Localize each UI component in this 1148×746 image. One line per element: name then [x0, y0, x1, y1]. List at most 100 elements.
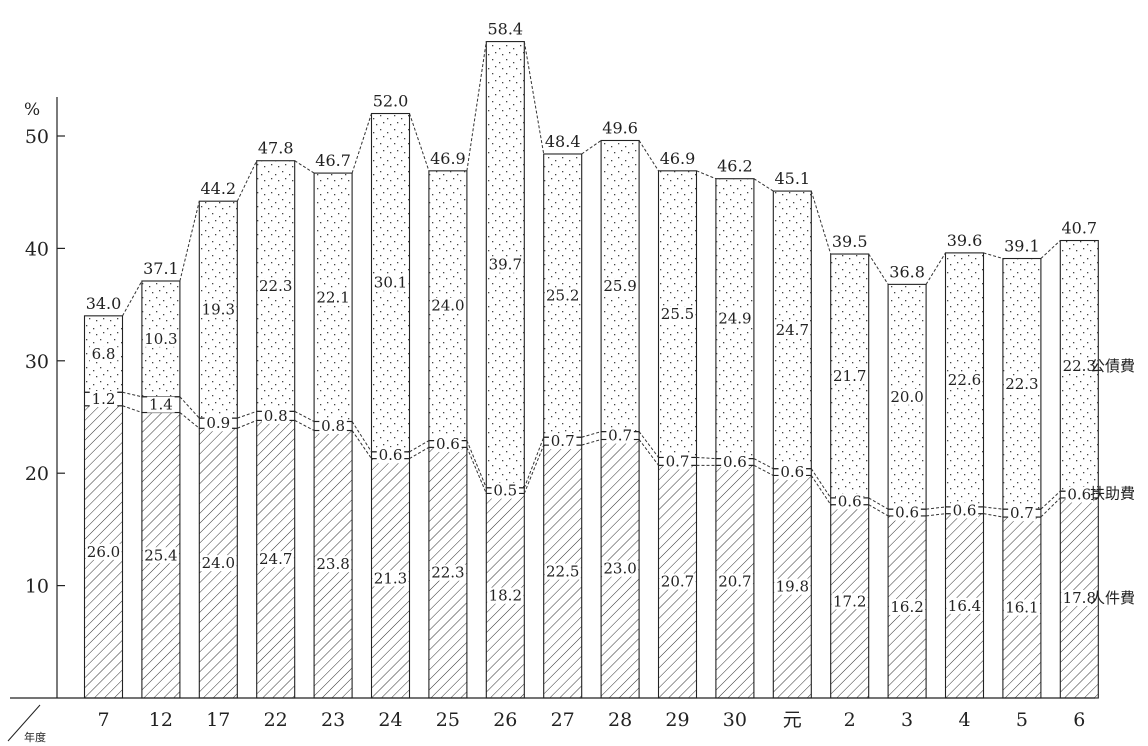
- segment-label-bg: [142, 330, 179, 347]
- segment-label-bg: [774, 578, 811, 595]
- y-tick-label: 10: [25, 576, 49, 598]
- connector-line: [179, 396, 200, 419]
- connector-line: [179, 201, 200, 282]
- connector-line: [753, 464, 774, 476]
- segment-label: 24.0: [431, 297, 464, 315]
- total-label: 47.8: [258, 139, 294, 158]
- connector-line: [868, 497, 889, 510]
- total-label: 36.8: [889, 262, 925, 281]
- segment-label: 16.4: [948, 597, 981, 615]
- connector-line: [294, 419, 315, 431]
- connector-line: [581, 431, 602, 438]
- connector-line: [810, 475, 832, 505]
- segment-label: 0.7: [666, 452, 690, 470]
- segment-label: 25.9: [603, 277, 636, 295]
- connector-line: [926, 513, 946, 517]
- segment-label-bg: [721, 453, 749, 470]
- segment-label-bg: [1061, 357, 1098, 374]
- segment-label-bg: [261, 407, 290, 424]
- segment-label: 17.2: [833, 592, 866, 610]
- segment-label-bg: [835, 493, 864, 510]
- segment-label-bg: [257, 551, 294, 568]
- segment-label-bg: [315, 556, 352, 573]
- segment-label-bg: [659, 306, 696, 323]
- segment-label: 0.7: [1010, 504, 1034, 522]
- segment-label-bg: [544, 563, 581, 580]
- connector-line: [409, 440, 430, 453]
- segment-label: 0.6: [838, 492, 862, 510]
- total-label: 46.9: [660, 149, 696, 168]
- x-tick-label: 27: [551, 709, 575, 731]
- segment-label-bg: [1003, 375, 1040, 392]
- bars-layer: [83, 41, 1099, 699]
- segment-label: 23.8: [316, 555, 349, 573]
- connector-line: [409, 446, 430, 460]
- segment-label: 16.2: [890, 598, 923, 616]
- x-tick-label: 3: [901, 709, 913, 731]
- x-tick-label: 17: [206, 709, 230, 731]
- segment-label-bg: [89, 391, 118, 408]
- segment-label-bg: [602, 278, 639, 295]
- connector-line: [1040, 490, 1061, 510]
- connector-line: [122, 391, 143, 398]
- connector-line: [523, 444, 545, 494]
- connector-line: [696, 170, 717, 180]
- segment-label-bg: [606, 427, 634, 444]
- segment-label: 0.8: [264, 407, 288, 425]
- segment-label-bg: [893, 504, 921, 521]
- x-tick-label: 12: [149, 709, 173, 731]
- segment-label: 22.3: [431, 564, 464, 582]
- segment-label: 17.8: [1063, 589, 1096, 607]
- connector-line: [523, 41, 545, 155]
- total-label: 58.4: [487, 20, 523, 39]
- y-tick-label: 40: [25, 238, 49, 260]
- segment-label: 0.8: [321, 417, 345, 435]
- legend-label: 人件費: [1090, 589, 1135, 607]
- y-tick-label: 20: [25, 463, 49, 485]
- connector-line: [237, 410, 257, 419]
- segment-label-bg: [946, 371, 983, 388]
- segment-label-bg: [889, 598, 926, 615]
- segment-label: 6.8: [92, 345, 116, 363]
- segment-label: 25.5: [661, 305, 694, 323]
- segment-label: 0.6: [895, 504, 919, 522]
- x-tick-label: 6: [1073, 709, 1085, 731]
- x-tick-label: 26: [493, 709, 517, 731]
- segment-label-bg: [1003, 599, 1040, 616]
- segment-label: 22.3: [1063, 357, 1096, 375]
- segment-label-bg: [946, 597, 983, 614]
- segment-label: 21.7: [833, 367, 866, 385]
- segment-label: 0.9: [206, 414, 230, 432]
- segment-label-bg: [429, 564, 466, 581]
- total-label: 46.2: [717, 157, 753, 176]
- segment-label: 0.6: [953, 501, 977, 519]
- segment-label-bg: [544, 287, 581, 304]
- segment-label-bg: [831, 367, 868, 384]
- x-ticks: 7 12 17 22 23 24 25 26 27 28 29 30 元 2 3 4 5 6: [97, 709, 1085, 731]
- segment-label: 26.0: [87, 543, 120, 561]
- connector-line: [179, 412, 200, 429]
- segment-label-bg: [778, 464, 807, 481]
- segment-label-bg: [491, 482, 520, 499]
- y-axis-unit: %: [24, 100, 40, 120]
- segment-label: 1.4: [149, 396, 173, 414]
- segment-label: 16.1: [1005, 599, 1038, 617]
- total-label: 46.7: [315, 151, 351, 170]
- connector-line: [351, 113, 372, 174]
- segment-label-bg: [372, 274, 409, 291]
- connector-line: [925, 252, 946, 285]
- total-label: 44.2: [200, 179, 236, 198]
- axes: % 年度: [7, 97, 1095, 744]
- x-tick-label: 22: [264, 709, 288, 731]
- segment-label-bg: [204, 415, 233, 432]
- connector-lines: [122, 41, 1061, 518]
- segment-label-bg: [602, 560, 639, 577]
- segment-label-bg: [716, 310, 753, 327]
- segment-label-bg: [319, 417, 347, 434]
- total-label: 45.1: [774, 169, 810, 188]
- y-tick-label: 30: [25, 351, 49, 373]
- segment-label: 0.5: [493, 482, 517, 500]
- connector-line: [236, 160, 258, 202]
- x-tick-label: 5: [1016, 709, 1028, 731]
